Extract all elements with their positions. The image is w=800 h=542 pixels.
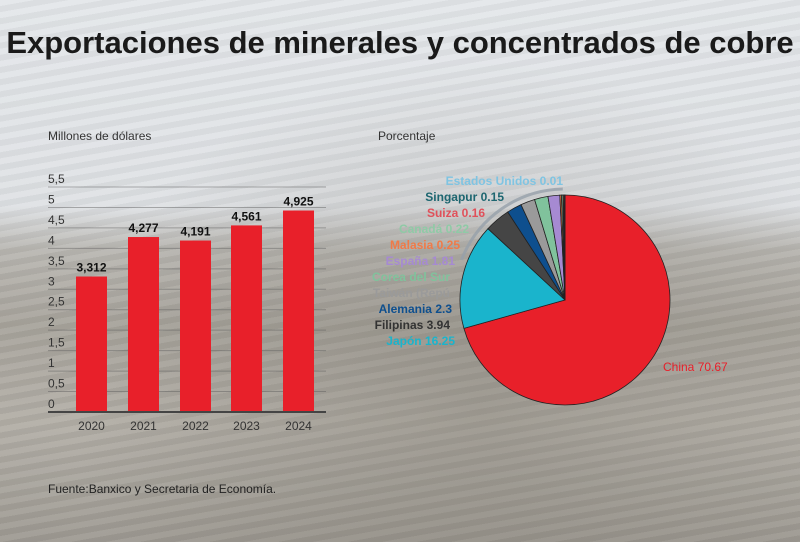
pie-label: Suiza 0.16 [426,206,485,220]
pie-label: Canadá 0.22 [398,222,469,236]
y-tick-label: 2,5 [48,295,65,309]
y-tick-label: 3,5 [48,254,65,268]
pie-label: Singapur 0.15 [425,190,504,204]
x-tick-label: 2020 [78,419,105,433]
pie-label: Filipinas 3.94 [374,318,450,332]
y-tick-label: 3 [48,274,55,288]
pie-slice [463,194,671,406]
source-note: Fuente:Banxico y Secretaria de Economía. [48,482,277,496]
leader-lines [460,187,563,261]
pie-label: Alemania 2.3 [378,302,452,316]
y-tick-label: 5,5 [48,172,65,186]
data-label: 4,925 [283,195,313,209]
x-tick-label: 2024 [285,419,312,433]
y-tick-label: 4 [48,233,55,247]
pie-label: Taiwán (Repú [372,286,450,300]
x-tick-label: 2023 [233,419,260,433]
y-tick-label: 0 [48,397,55,411]
y-tick-label: 4,5 [48,213,65,227]
bar-ylabel: Millones de dólares [48,129,152,143]
bar-2022 [180,240,211,412]
pie-label: Japón 16.25 [386,334,455,348]
x-tick-label: 2022 [182,419,209,433]
pie-label: Corea del Sur [371,270,450,284]
data-label: 4,191 [180,225,210,239]
pie-label: Malasia 0.25 [389,238,460,252]
pie-label: China 70.67 [663,360,728,374]
x-tick-label: 2021 [130,419,157,433]
chart-title: Exportaciones de minerales y concentrado… [6,25,794,60]
data-label: 3,312 [76,261,106,275]
pie-label: España 1.81 [385,254,455,268]
data-label: 4,561 [231,209,261,223]
y-tick-label: 5 [48,192,55,206]
bar-2023 [231,225,262,412]
y-tick-label: 1,5 [48,336,65,350]
data-label: 4,277 [128,221,158,235]
bar-2024 [283,210,314,412]
pie-slice [459,228,566,329]
y-tick-label: 0,5 [48,377,65,391]
y-tick-label: 1 [48,356,55,370]
bar-2020 [76,276,107,412]
pie-label: Estados Unidos 0.01 [445,174,563,188]
pie-title: Porcentaje [378,129,436,143]
y-tick-label: 2 [48,315,55,329]
bar-2021 [128,237,159,412]
